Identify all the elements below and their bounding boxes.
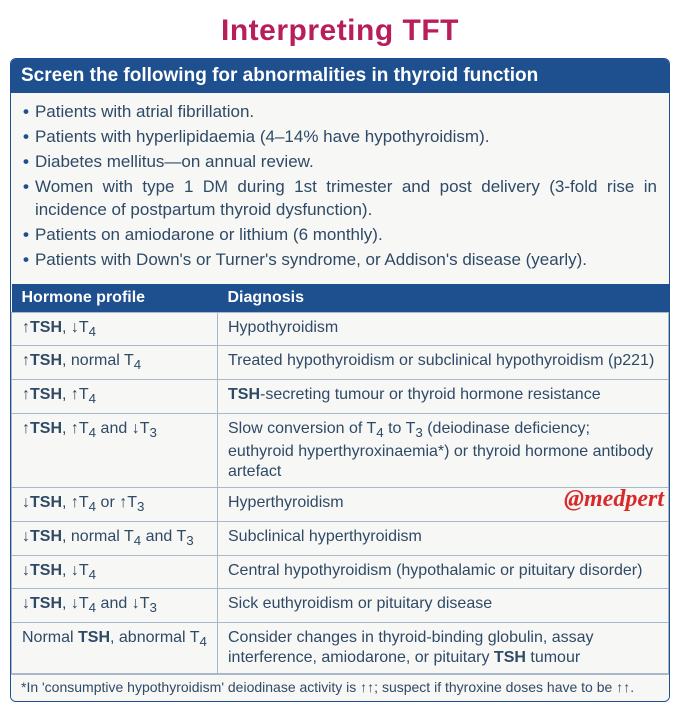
list-item: •Patients with atrial fibrillation. xyxy=(23,101,657,124)
page-title: Interpreting TFT xyxy=(10,14,670,48)
bullet-text: Women with type 1 DM during 1st trimeste… xyxy=(35,176,657,222)
table-row: ↑TSH, ↑T4 and ↓T3Slow conversion of T4 t… xyxy=(12,414,669,488)
table-row: ↑TSH, ↓T4Hypothyroidism xyxy=(12,312,669,346)
bullet-text: Patients on amiodarone or lithium (6 mon… xyxy=(35,224,383,247)
list-item: •Women with type 1 DM during 1st trimest… xyxy=(23,176,657,222)
col-diagnosis: Diagnosis xyxy=(218,284,669,313)
screening-list: •Patients with atrial fibrillation. •Pat… xyxy=(11,93,669,284)
footnote: *In 'consumptive hypothyroidism' deiodin… xyxy=(11,674,669,701)
bullet-text: Patients with Down's or Turner's syndrom… xyxy=(35,249,587,272)
list-item: •Patients with hyperlipidaemia (4–14% ha… xyxy=(23,126,657,149)
screen-header: Screen the following for abnormalities i… xyxy=(11,59,669,93)
list-item: •Patients on amiodarone or lithium (6 mo… xyxy=(23,224,657,247)
info-card: Screen the following for abnormalities i… xyxy=(10,58,670,702)
table-row: ↑TSH, ↑T4TSH-secreting tumour or thyroid… xyxy=(12,380,669,414)
table-row: ↓TSH, ↑T4 or ↑T3Hyperthyroidism@medpert xyxy=(12,487,669,521)
table-row: ↓TSH, ↓T4Central hypothyroidism (hypotha… xyxy=(12,555,669,589)
table-row: ↑TSH, normal T4Treated hypothyroidism or… xyxy=(12,346,669,380)
table-row: Normal TSH, abnormal T4Consider changes … xyxy=(12,623,669,674)
bullet-text: Diabetes mellitus—on annual review. xyxy=(35,151,314,174)
table-row: ↓TSH, ↓T4 and ↓T3Sick euthyroidism or pi… xyxy=(12,589,669,623)
hormone-table: Hormone profile Diagnosis ↑TSH, ↓T4Hypot… xyxy=(11,284,669,675)
table-row: ↓TSH, normal T4 and T3Subclinical hypert… xyxy=(12,521,669,555)
bullet-text: Patients with atrial fibrillation. xyxy=(35,101,254,124)
list-item: •Patients with Down's or Turner's syndro… xyxy=(23,249,657,272)
list-item: •Diabetes mellitus—on annual review. xyxy=(23,151,657,174)
bullet-text: Patients with hyperlipidaemia (4–14% hav… xyxy=(35,126,490,149)
watermark: @medpert xyxy=(564,484,664,514)
col-hormone: Hormone profile xyxy=(12,284,218,313)
